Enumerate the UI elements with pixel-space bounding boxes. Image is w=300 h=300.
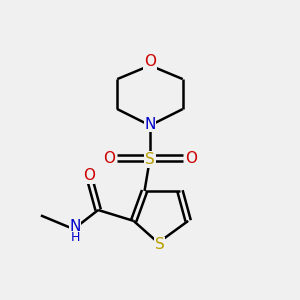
Text: O: O [103, 151, 115, 166]
Text: S: S [155, 237, 164, 252]
Text: O: O [82, 168, 94, 183]
Text: N: N [69, 219, 81, 234]
Text: N: N [144, 117, 156, 132]
Text: O: O [144, 54, 156, 69]
Text: S: S [145, 152, 155, 167]
Text: H: H [70, 231, 80, 244]
Text: O: O [185, 151, 197, 166]
